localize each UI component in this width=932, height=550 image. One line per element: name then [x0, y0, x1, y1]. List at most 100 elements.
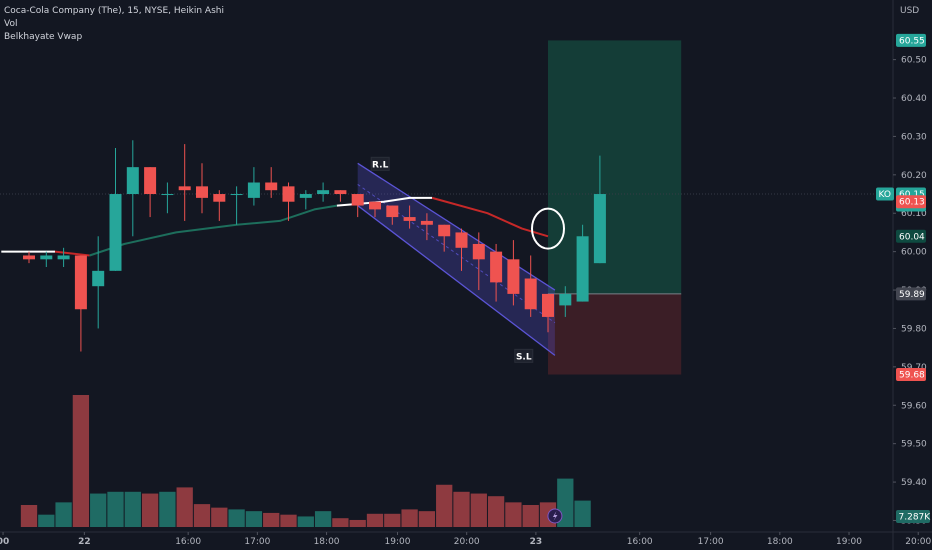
- candle-body: [351, 194, 364, 206]
- price-tick-label: 59.70: [901, 363, 927, 373]
- time-tick-label: 20:00: [905, 537, 931, 547]
- volume-bar: [141, 493, 159, 527]
- candle-body: [282, 186, 295, 202]
- time-tick-label: 17:00: [698, 537, 724, 547]
- price-tag-value: 59.89: [899, 290, 925, 300]
- candle-body: [74, 255, 87, 310]
- price-tick-label: 60.40: [901, 94, 927, 104]
- volume-bar: [332, 518, 349, 527]
- price-tick-label: 60.30: [901, 132, 927, 142]
- volume-bar: [124, 491, 141, 527]
- time-tick-label: 18:00: [767, 537, 793, 547]
- channel-label-upper-text: R.L: [372, 160, 389, 170]
- candle-body: [455, 232, 468, 248]
- overlay-annotations[interactable]: R.L S.L: [370, 156, 565, 524]
- price-tag-box: [896, 195, 926, 209]
- price-tick-label: 59.80: [901, 324, 927, 334]
- volume-bar: [159, 491, 176, 527]
- vwap-segment: [431, 196, 549, 238]
- volume-bar: [176, 487, 193, 527]
- volume-bar: [38, 514, 55, 527]
- vwap-segment: [54, 250, 90, 257]
- price-tag-value: 60.55: [899, 36, 925, 46]
- ticker-tag-label: KO: [879, 190, 892, 200]
- volume-bar: [297, 516, 314, 527]
- symbol-title[interactable]: Coca-Cola Company (The), 15, NYSE, Heiki…: [4, 6, 224, 16]
- candle-body: [542, 293, 554, 317]
- target-zone[interactable]: [548, 40, 682, 294]
- candle-body: [559, 293, 572, 306]
- time-tick-label: 19:00: [385, 537, 411, 547]
- price-axis-bg: [893, 0, 932, 550]
- candle-body: [576, 236, 589, 302]
- price-tag-60.13[interactable]: 60.13: [896, 195, 926, 209]
- price-channel[interactable]: [357, 162, 556, 356]
- time-tick-label: 16:00: [175, 537, 201, 547]
- channel-label-upper[interactable]: R.L: [370, 156, 390, 171]
- price-tick-label: 60.10: [901, 209, 927, 219]
- price-tag-59.89[interactable]: 59.89: [896, 287, 926, 301]
- price-tick-label: 59.50: [901, 440, 927, 450]
- candle-body: [299, 194, 312, 198]
- price-tag-60.55[interactable]: 60.55: [896, 33, 926, 47]
- channel-label-upper-box: [370, 156, 390, 171]
- candle-body: [57, 255, 70, 260]
- price-tick-label: 59.60: [901, 401, 927, 411]
- volume-tag-value: 7.287K: [899, 513, 932, 523]
- price-tag-value: 60.04: [899, 232, 925, 242]
- candle-body: [109, 194, 122, 271]
- price-tick-label: 60.50: [901, 56, 927, 66]
- candle-body: [230, 194, 243, 196]
- volume-bar: [384, 513, 401, 527]
- candle-body: [334, 190, 347, 195]
- candle-body: [490, 251, 503, 283]
- channel-label-lower-box: [514, 348, 534, 363]
- volume-bar: [72, 395, 90, 527]
- volume-tag[interactable]: 7.287K: [896, 510, 931, 523]
- stop-zone[interactable]: [548, 293, 682, 375]
- candle-body: [40, 255, 53, 260]
- volume-legend[interactable]: Vol: [4, 19, 18, 29]
- volume-bar: [349, 519, 366, 527]
- highlight-circle[interactable]: [531, 207, 565, 250]
- volume-bar: [228, 509, 245, 527]
- time-tick-label: 20:00: [454, 537, 480, 547]
- price-tag-value: 60.13: [899, 198, 925, 208]
- volume-bar: [90, 493, 107, 527]
- price-tick-label: 60.00: [901, 248, 927, 258]
- price-tag-59.68[interactable]: 59.68: [896, 368, 926, 382]
- price-tag-value: 60.15: [899, 190, 925, 200]
- volume-bar: [436, 484, 453, 527]
- channel-lower-line[interactable]: [357, 205, 556, 356]
- candle-body: [126, 167, 139, 195]
- price-tag-box: [896, 368, 926, 382]
- volume-bar: [401, 509, 418, 527]
- lightning-icon[interactable]: [547, 508, 563, 524]
- vwap-legend[interactable]: Belkhayate Vwap: [4, 32, 83, 42]
- volume-bar: [107, 491, 124, 527]
- price-tag-value: 59.68: [899, 371, 925, 381]
- price-tag-60.04[interactable]: 60.04: [896, 229, 926, 243]
- price-tick-label: 59.40: [901, 478, 927, 488]
- volume-bar: [245, 511, 263, 527]
- volume-tag-box: [896, 510, 930, 523]
- volume-bar: [280, 514, 297, 527]
- channel-label-lower[interactable]: S.L: [514, 348, 534, 363]
- volume-bar: [263, 512, 280, 527]
- price-tag-box: [896, 287, 926, 301]
- time-tick-label: 22: [78, 537, 91, 547]
- time-tick-label: 16:00: [627, 537, 653, 547]
- volume-bar: [211, 507, 228, 527]
- channel-upper-line[interactable]: [357, 162, 556, 291]
- candle-body: [144, 167, 157, 195]
- volume-bar: [453, 491, 470, 527]
- candle-body: [213, 194, 226, 202]
- time-tick-label: 00: [0, 537, 9, 547]
- time-tick-label: 23: [530, 537, 543, 547]
- time-tick-label: 19:00: [836, 537, 862, 547]
- price-tick-label: 60.20: [901, 171, 927, 181]
